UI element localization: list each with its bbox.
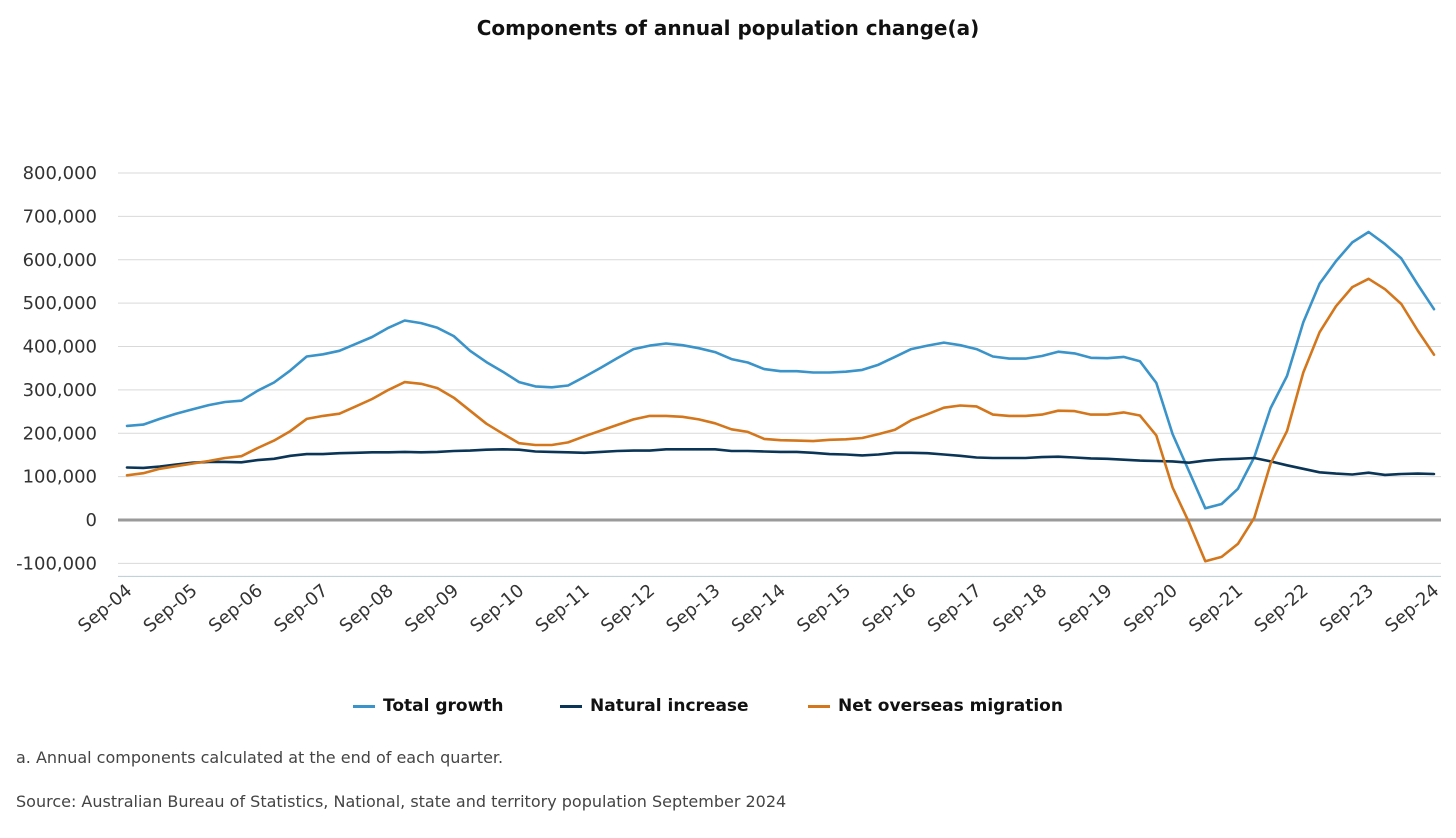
footnote: a. Annual components calculated at the e… (16, 748, 504, 767)
y-tick-label: 300,000 (23, 380, 97, 401)
line-chart: -100,000 0 100,000 200,000 300,000 400,000 500… (16, 163, 1443, 637)
series-line-total-growth (125, 230, 1436, 510)
y-axis: -100,000 0 100,000 200,000 300,000 400,000 500… (16, 163, 97, 574)
y-tick-label: 100,000 (23, 467, 97, 488)
x-tick-label: Sep-23 (1316, 580, 1378, 637)
y-tick-label: 700,000 (23, 206, 97, 227)
legend-swatch-net-overseas-migration (808, 704, 830, 708)
x-tick-label: Sep-13 (662, 580, 724, 637)
y-tick-label: -100,000 (16, 553, 97, 574)
legend-label-net-overseas-migration: Net overseas migration (838, 696, 1063, 716)
legend: Total growth Natural increase Net overse… (0, 696, 1456, 720)
y-tick-label: 400,000 (23, 337, 97, 358)
x-tick-label: Sep-04 (74, 580, 136, 637)
chart-title: Components of annual population change(a… (476, 16, 980, 40)
legend-item-natural-increase: Natural increase (560, 696, 749, 716)
x-tick-label: Sep-17 (924, 580, 986, 637)
series-line-net-overseas-migration (125, 277, 1436, 563)
x-tick-label: Sep-19 (1054, 580, 1116, 637)
gridlines (118, 172, 1441, 577)
x-tick-label: Sep-12 (597, 580, 659, 637)
y-tick-label: 200,000 (23, 423, 97, 444)
y-tick-label: 0 (86, 510, 97, 531)
x-tick-label: Sep-16 (858, 580, 920, 637)
legend-label-natural-increase: Natural increase (590, 696, 749, 716)
series-line-natural-increase (125, 447, 1436, 477)
x-axis: Sep-04 Sep-05 Sep-06 Sep-07 Sep-08 Sep-09 Sep-… (74, 580, 1443, 637)
x-tick-label: Sep-05 (140, 580, 202, 637)
x-tick-label: Sep-21 (1185, 580, 1247, 637)
x-tick-label: Sep-06 (205, 580, 267, 637)
x-tick-label: Sep-22 (1251, 580, 1313, 637)
x-tick-label: Sep-20 (1120, 580, 1182, 637)
y-tick-label: 600,000 (23, 250, 97, 271)
legend-label-total-growth: Total growth (383, 696, 504, 716)
x-tick-label: Sep-24 (1381, 580, 1443, 637)
legend-swatch-natural-increase (560, 704, 582, 708)
y-tick-label: 500,000 (23, 293, 97, 314)
x-tick-label: Sep-11 (532, 580, 594, 637)
y-tick-label: 800,000 (23, 163, 97, 184)
x-tick-label: Sep-10 (466, 580, 528, 637)
series-lines (125, 230, 1436, 563)
x-tick-label: Sep-15 (793, 580, 855, 637)
legend-item-net-overseas-migration: Net overseas migration (808, 696, 1063, 716)
x-tick-label: Sep-08 (336, 580, 398, 637)
x-tick-label: Sep-07 (270, 580, 332, 637)
x-tick-label: Sep-14 (728, 580, 790, 637)
x-tick-label: Sep-09 (401, 580, 463, 637)
x-tick-label: Sep-18 (989, 580, 1051, 637)
source-note: Source: Australian Bureau of Statistics,… (16, 792, 787, 811)
legend-swatch-total-growth (353, 704, 375, 708)
legend-item-total-growth: Total growth (353, 696, 504, 716)
